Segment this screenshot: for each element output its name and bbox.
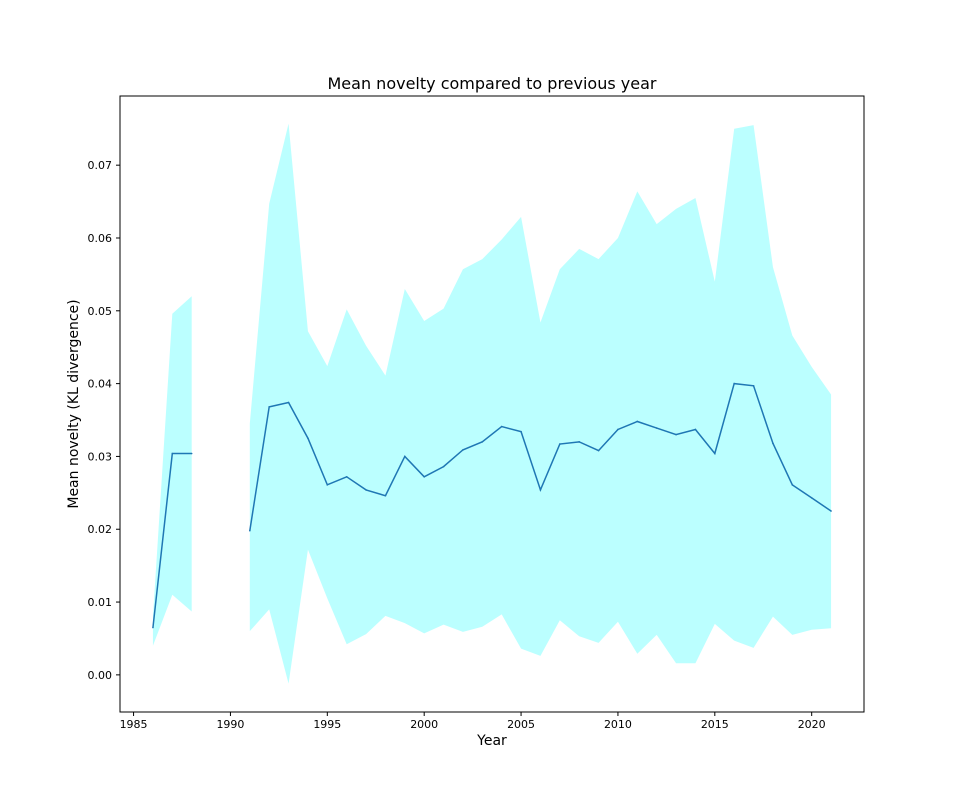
confidence-band-segment-1 [152, 296, 192, 646]
data-point [190, 452, 193, 455]
data-point [268, 406, 270, 408]
data-point [675, 433, 677, 436]
data-point [345, 476, 348, 478]
data-point [597, 449, 600, 452]
y-tick-label: 0.07 [88, 159, 113, 172]
y-tick-label: 0.05 [88, 305, 113, 318]
data-point [733, 382, 735, 385]
x-tick-label: 2005 [507, 718, 535, 731]
y-tick-label: 0.00 [88, 669, 113, 682]
data-point [539, 489, 542, 491]
data-point [714, 452, 716, 455]
data-point [559, 443, 561, 445]
x-tick-label: 1995 [313, 718, 341, 731]
data-point [617, 428, 619, 431]
x-axis-ticks: 1985 1990 1995 2000 2005 2010 2015 2020 [120, 712, 826, 731]
y-tick-label: 0.03 [88, 450, 113, 463]
y-tick-label: 0.01 [88, 596, 113, 609]
data-point [442, 465, 445, 468]
data-point [152, 626, 154, 629]
data-point [655, 427, 658, 429]
data-point [791, 484, 794, 486]
x-axis-label: Year [476, 733, 507, 749]
data-point [365, 489, 367, 491]
data-point [171, 452, 174, 455]
data-point [500, 425, 503, 428]
y-tick-label: 0.06 [88, 232, 113, 245]
data-point [384, 494, 387, 497]
x-tick-label: 2015 [701, 718, 729, 731]
data-point [752, 385, 755, 387]
data-point [249, 529, 251, 532]
confidence-band-segment-2 [249, 123, 832, 684]
x-tick-label: 1990 [216, 718, 244, 731]
data-point [481, 441, 484, 443]
data-point [694, 428, 697, 431]
y-axis-label: Mean novelty (KL divergence) [66, 299, 82, 508]
data-point [326, 484, 329, 486]
data-point [810, 497, 813, 499]
data-point [404, 455, 406, 458]
data-point [423, 476, 425, 478]
chart-title: Mean novelty compared to previous year [328, 74, 657, 93]
x-tick-label: 2010 [604, 718, 632, 731]
confidence-bands [152, 123, 832, 684]
data-point [578, 441, 580, 443]
x-tick-label: 2000 [410, 718, 438, 731]
y-tick-label: 0.02 [88, 523, 113, 536]
data-point [636, 420, 639, 423]
data-point [830, 510, 832, 512]
mean-lines [152, 382, 832, 629]
data-point [772, 442, 774, 445]
plot-frame [119, 95, 865, 713]
y-tick-label: 0.04 [88, 378, 113, 391]
data-point [287, 401, 290, 404]
data-point [462, 449, 464, 451]
x-tick-label: 2020 [798, 718, 826, 731]
data-point [307, 437, 309, 440]
y-axis-ticks: 0.00 0.01 0.02 0.03 0.04 0.05 0.06 0.07 [88, 159, 120, 682]
data-point [520, 430, 522, 433]
x-tick-label: 1985 [120, 718, 148, 731]
